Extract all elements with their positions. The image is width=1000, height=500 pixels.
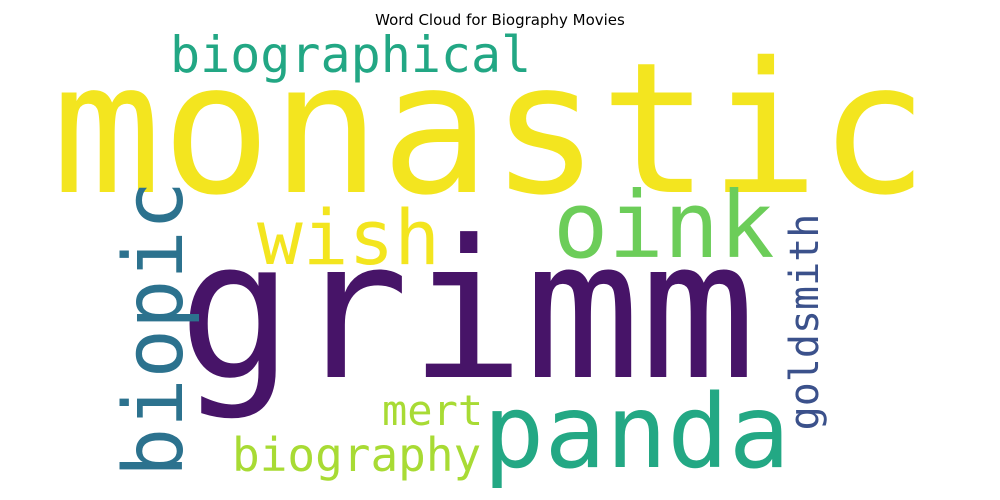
- word-grimm: grimm: [178, 200, 756, 423]
- word-biography: biography: [232, 428, 482, 482]
- word-oink: oink: [553, 172, 775, 279]
- word-goldsmith: goldsmith: [782, 213, 828, 431]
- word-biopic: biopic: [107, 180, 202, 478]
- word-mert: mert: [382, 386, 484, 435]
- word-wish: wish: [257, 193, 441, 282]
- word-biographical: biographical: [170, 26, 532, 84]
- word-monastic: monastic: [52, 23, 929, 235]
- word-panda: panda: [483, 373, 791, 492]
- figure-title: Word Cloud for Biography Movies: [375, 11, 625, 29]
